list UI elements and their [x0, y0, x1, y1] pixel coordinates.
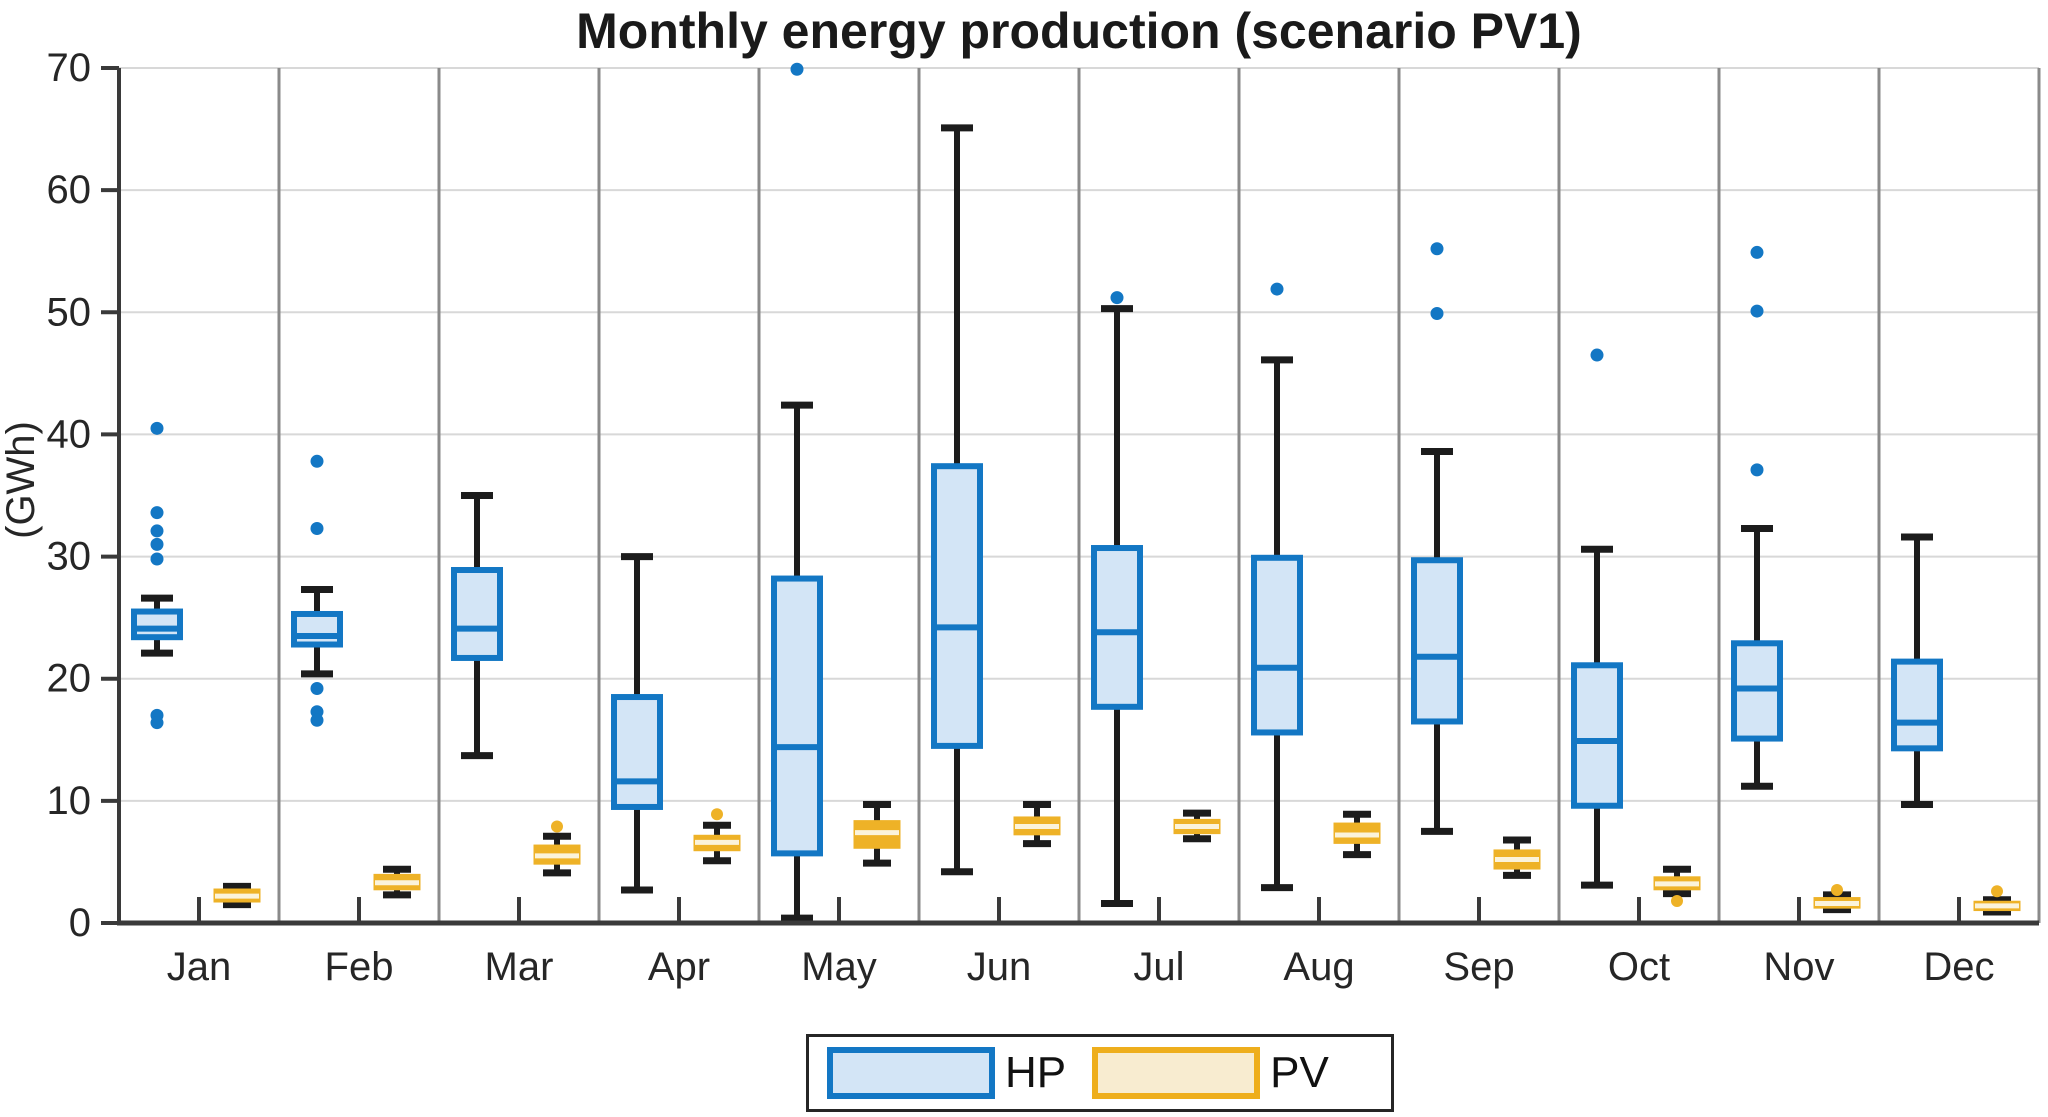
hp-outlier-jan — [150, 421, 164, 435]
iqr-box — [1891, 658, 1943, 752]
x-tick-label-aug: Aug — [1283, 945, 1354, 989]
x-tick-label-jan: Jan — [167, 945, 232, 989]
iqr-box — [611, 694, 663, 810]
hp-outlier-nov — [1750, 245, 1764, 259]
hp-outlier-nov — [1750, 304, 1764, 318]
legend-label-hp: HP — [1005, 1048, 1067, 1097]
pv-outlier-apr — [711, 808, 723, 821]
hp-outlier-feb — [310, 681, 324, 695]
iqr-box — [1091, 545, 1143, 710]
hp-outlier-feb — [310, 521, 324, 535]
hp-box-jul — [1091, 291, 1143, 907]
hp-outlier-jul — [1110, 291, 1124, 305]
pv-outlier-dec — [1991, 885, 2003, 898]
pv-box-apr — [693, 808, 741, 865]
hp-outlier-jan — [150, 716, 164, 730]
x-tick-label-mar: Mar — [485, 945, 554, 989]
legend-label-pv: PV — [1270, 1048, 1329, 1097]
pv-outlier-mar — [551, 820, 563, 833]
hp-box-feb — [291, 454, 343, 727]
pv-outlier-oct — [1671, 895, 1683, 908]
hp-box-oct — [1571, 348, 1623, 889]
hp-outlier-aug — [1270, 282, 1284, 296]
pv-box-mar — [533, 820, 581, 877]
hp-outlier-nov — [1750, 463, 1764, 477]
y-tick-label-0: 0 — [69, 901, 91, 945]
x-tick-label-nov: Nov — [1763, 945, 1834, 989]
legend-swatch-pv — [1092, 1047, 1261, 1099]
x-tick-label-feb: Feb — [325, 945, 394, 989]
hp-outlier-jan — [150, 524, 164, 538]
y-axis-label: (GWh) — [0, 421, 43, 539]
hp-box-sep — [1411, 242, 1463, 835]
y-tick-label-70: 70 — [47, 46, 92, 90]
hp-outlier-sep — [1430, 307, 1444, 321]
hp-outlier-jan — [150, 506, 164, 520]
x-tick-label-dec: Dec — [1923, 945, 1994, 989]
hp-outlier-jan — [150, 552, 164, 566]
legend-swatch-hp — [827, 1047, 995, 1099]
x-tick-label-sep: Sep — [1443, 945, 1514, 989]
pv-box-oct — [1653, 865, 1701, 908]
pv-box-nov — [1813, 884, 1861, 914]
y-tick-label-60: 60 — [47, 168, 92, 212]
hp-outlier-sep — [1430, 242, 1444, 256]
pv-box-dec — [1973, 885, 2021, 916]
iqr-box — [1411, 557, 1463, 725]
y-tick-label-40: 40 — [47, 412, 92, 456]
iqr-box — [131, 608, 183, 641]
x-tick-label-jul: Jul — [1133, 945, 1184, 989]
hp-outlier-jan — [150, 537, 164, 551]
hp-outlier-may — [790, 62, 804, 76]
hp-box-jan — [131, 421, 183, 730]
iqr-box — [1571, 662, 1623, 809]
hp-box-jun — [931, 124, 983, 876]
y-tick-label-20: 20 — [47, 657, 92, 701]
pv-box-jan — [213, 882, 261, 909]
pv-box-jun — [1013, 801, 1061, 848]
hp-outlier-feb — [310, 454, 324, 468]
iqr-box — [291, 610, 343, 648]
hp-box-apr — [611, 553, 663, 894]
iqr-box — [931, 463, 983, 749]
hp-outlier-oct — [1590, 348, 1604, 362]
x-tick-label-oct: Oct — [1608, 945, 1670, 989]
y-tick-label-10: 10 — [47, 779, 92, 823]
legend: HP PV — [806, 1034, 1394, 1112]
y-tick-label-30: 30 — [47, 535, 92, 579]
iqr-box — [451, 567, 503, 661]
pv-box-aug — [1333, 810, 1381, 859]
y-tick-label-50: 50 — [47, 290, 92, 334]
hp-box-aug — [1251, 282, 1303, 892]
hp-box-nov — [1731, 245, 1783, 790]
iqr-box — [1251, 554, 1303, 736]
pv-box-sep — [1493, 836, 1541, 879]
pv-box-jul — [1173, 809, 1221, 843]
hp-box-dec — [1891, 533, 1943, 809]
x-tick-label-jun: Jun — [967, 945, 1032, 989]
hp-outlier-feb — [310, 713, 324, 727]
hp-box-mar — [451, 492, 503, 760]
x-tick-label-may: May — [801, 945, 877, 989]
pv-outlier-nov — [1831, 884, 1843, 897]
iqr-box — [771, 575, 823, 857]
x-tick-label-apr: Apr — [648, 945, 710, 989]
pv-box-may — [853, 801, 901, 867]
chart-title: Monthly energy production (scenario PV1) — [576, 3, 1582, 59]
hp-box-may — [771, 62, 823, 922]
pv-box-feb — [373, 865, 421, 899]
